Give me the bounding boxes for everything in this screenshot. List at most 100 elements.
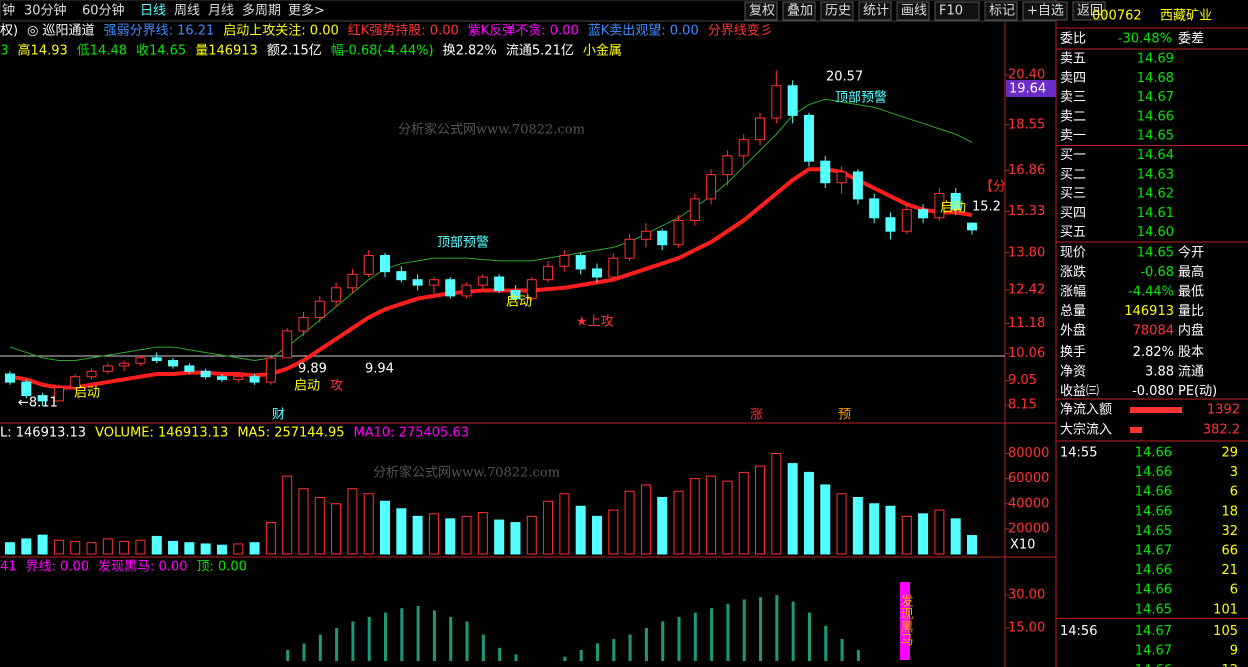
status-text: 发现黑马: 0.00 (98, 559, 187, 575)
tab: 60分钟 (82, 3, 125, 19)
candle-body (640, 230, 651, 240)
toolbar-button-label: 画线 (901, 4, 927, 19)
stat-label: 量比 (1178, 304, 1204, 319)
price-tag-box (1006, 80, 1056, 97)
annotation: 启动 (74, 386, 100, 401)
y-tick-label: 18.55 (1008, 117, 1045, 132)
order-label: 卖二 (1060, 109, 1086, 124)
volume-bar (526, 515, 537, 555)
volume-bar (771, 453, 782, 555)
volume-bar (477, 512, 488, 555)
watermark: 分析家公式网www.70822.com (373, 465, 560, 481)
toolbar-button[interactable] (820, 1, 854, 21)
indicator-bar (644, 628, 648, 661)
trade-volume: 6 (1230, 485, 1238, 500)
indicator-bar (595, 643, 599, 661)
candle-body (428, 279, 439, 286)
tab: 日线 (140, 4, 166, 19)
toolbar-button-label: 复权 (749, 3, 775, 19)
trade-volume: 18 (1221, 504, 1238, 519)
trade-price: 14.67 (1135, 644, 1172, 659)
row-label: 委比 (1060, 32, 1086, 47)
y-tick-label: 20000 (1008, 521, 1049, 536)
volume-bar (461, 515, 472, 555)
order-price: 14.69 (1137, 52, 1174, 67)
candle-body (461, 284, 472, 297)
volume-bar (70, 540, 81, 555)
trade-volume: 12 (1221, 663, 1238, 667)
indicator-bar (302, 643, 306, 661)
toolbar-button[interactable] (858, 1, 892, 21)
indicator-bar (579, 650, 583, 661)
candle-body (722, 155, 733, 176)
candle-body (331, 287, 342, 302)
side-label: 发现黑马 (898, 593, 914, 646)
toolbar-button[interactable] (896, 1, 930, 21)
y-tick-label: 60000 (1008, 471, 1049, 486)
volume-bar (135, 539, 146, 555)
order-label: 买五 (1060, 225, 1086, 240)
trade-volume: 101 (1213, 602, 1238, 617)
toolbar-button[interactable] (782, 1, 816, 21)
candle-body (380, 254, 391, 273)
indicator-bar (856, 650, 860, 661)
tab: 钟 (2, 3, 15, 19)
trade-volume: 32 (1221, 524, 1238, 539)
trade-volume: 105 (1213, 624, 1238, 639)
status-text: 分界线变彡 (708, 23, 773, 39)
scale-label: X10 (1010, 538, 1035, 553)
candle-body (282, 330, 293, 359)
volume-bar (787, 463, 798, 555)
annotation: 启动 (940, 201, 966, 216)
signal-bar (900, 582, 910, 660)
status-text: 顶: 0.00 (196, 560, 246, 575)
tab: 30分钟 (24, 3, 67, 19)
volume-bar (282, 475, 293, 555)
stat-label: 股本 (1178, 345, 1204, 360)
candle-body (934, 193, 945, 219)
stat-label: 现价 (1060, 246, 1086, 261)
y-tick-label: 12.42 (1008, 282, 1045, 297)
candle-body (53, 386, 64, 402)
annotation: 启动 (506, 295, 532, 310)
annotation: 15.2 (972, 200, 1001, 215)
volume-bar (510, 522, 521, 555)
toolbar-button[interactable] (1022, 1, 1068, 21)
status-text: 41 (0, 560, 17, 575)
indicator-bar (824, 625, 828, 661)
candle-body (151, 357, 162, 362)
candle-body (755, 117, 766, 141)
candle-body (510, 289, 521, 300)
candle-body (102, 365, 113, 372)
candle-body (738, 139, 749, 157)
candle-body (347, 273, 358, 289)
candle-body (5, 373, 15, 383)
volume-bar (5, 542, 15, 555)
volume-bar (559, 493, 570, 555)
trade-volume: 3 (1230, 465, 1238, 480)
volume-bar (608, 509, 619, 555)
toolbar-button[interactable] (1072, 1, 1106, 21)
volume-bar (640, 484, 651, 555)
annotation: ←8.11 (18, 396, 58, 411)
order-label: 卖三 (1060, 90, 1086, 105)
toolbar-button[interactable] (934, 1, 980, 21)
candle-body (70, 376, 81, 388)
order-price: 14.66 (1137, 109, 1174, 124)
volume-bar (347, 488, 358, 555)
trade-price: 14.66 (1135, 485, 1172, 500)
volume-bar (298, 488, 309, 555)
volume-bar (543, 500, 554, 555)
volume-bar (168, 540, 179, 555)
candle-body (543, 265, 554, 281)
volume-bar (706, 475, 717, 555)
toolbar-button[interactable] (984, 1, 1018, 21)
stat-value: -4.44% (1128, 285, 1174, 300)
status-text: 小金属 (583, 43, 622, 59)
toolbar-button[interactable] (744, 1, 778, 21)
indicator-line (9, 167, 973, 390)
candle-body (135, 357, 146, 364)
order-price: 14.61 (1137, 206, 1174, 221)
volume-bar (249, 542, 260, 555)
